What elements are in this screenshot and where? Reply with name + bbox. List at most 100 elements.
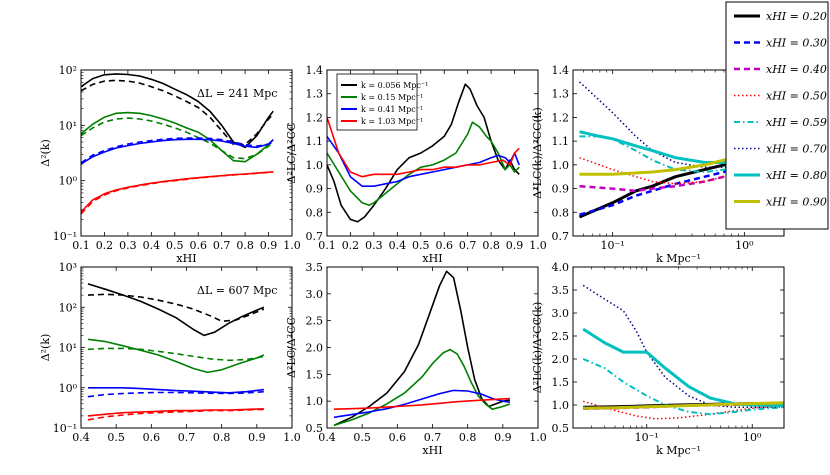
y-tick-label: 10²: [59, 301, 77, 314]
y-tick-label: 0.8: [306, 206, 324, 219]
x-tick-label: 10⁰: [743, 431, 762, 444]
y-tick-label: 1.0: [552, 159, 570, 172]
legend-label: k = 0.056 Mpc⁻¹: [361, 81, 428, 90]
x-axis-label: k Mpc⁻¹: [656, 444, 701, 457]
panel-p6: 10⁻¹ 10⁰ 0.5 1.0 1.5 2.0 2.5 3.0 3.5 4.0 k Mpc⁻¹ Δ²…: [531, 261, 785, 457]
y-tick-label: 1.0: [552, 399, 570, 412]
y-tick-label: 1.4: [552, 64, 570, 77]
plot-frame: [80, 69, 293, 237]
series-line-3: [327, 117, 520, 178]
x-tick-label: 1.0: [529, 239, 547, 252]
series-line-5: [81, 137, 274, 164]
x-tick-label: 10⁻¹: [601, 239, 625, 252]
y-tick-label: 3.5: [306, 261, 324, 274]
x-tick-label: 0.8: [213, 431, 231, 444]
series-line-0: [327, 83, 520, 223]
x-tick-label: 0.9: [248, 431, 266, 444]
panel-p1: 0.1 0.2 0.3 0.4 0.5 0.6 0.7 0.8 0.9 1.0 10⁻¹ 10⁰ 10¹…: [39, 64, 301, 265]
x-tick-label: 0.5: [353, 431, 371, 444]
y-tick-label: 1.1: [552, 135, 570, 148]
series-line-3: [333, 397, 510, 410]
y-axis-label: Δ²LC/Δ²CC: [285, 123, 298, 184]
y-axis-label: Δ²(k): [39, 334, 52, 362]
series-line-1: [327, 121, 520, 206]
y-tick-label: 0.5: [552, 422, 570, 435]
y-axis-label: Δ²LC(k)/Δ²CC(k): [531, 107, 544, 198]
y-tick-label: 1.5: [552, 376, 570, 389]
legend-label: k = 1.03 Mpc⁻¹: [361, 117, 423, 126]
x-tick-label: 0.9: [506, 239, 524, 252]
y-tick-label: 10¹: [59, 342, 77, 355]
x-tick-label: 0.3: [365, 239, 383, 252]
y-tick-label: 3.5: [552, 284, 570, 297]
y-tick-label: 0.9: [552, 183, 570, 196]
y-tick-label: 1.2: [552, 111, 570, 124]
y-tick-label: 1.0: [306, 159, 324, 172]
x-tick-label: 10⁰: [735, 239, 754, 252]
figure-legend-label: xHI = 0.59: [766, 116, 827, 129]
y-axis-label: Δ²LC(k)/Δ²CC(k): [531, 302, 544, 393]
x-tick-label: 10⁻¹: [635, 431, 659, 444]
y-tick-label: 2.0: [552, 353, 570, 366]
series-line-2: [87, 338, 265, 374]
x-tick-label: 0.4: [143, 239, 161, 252]
y-tick-label: 3.0: [306, 288, 324, 301]
y-tick-label: 1.3: [306, 88, 324, 101]
y-tick-label: 0.7: [306, 230, 324, 243]
x-tick-label: 0.6: [435, 239, 453, 252]
x-axis-label: xHI: [176, 252, 196, 265]
x-axis-label: k Mpc⁻¹: [656, 252, 701, 265]
series-line-6: [87, 408, 264, 417]
x-tick-label: 0.7: [424, 431, 442, 444]
series-line-3: [582, 400, 784, 420]
x-tick-label: 0.8: [236, 239, 254, 252]
annotation: ΔL = 241 Mpc: [197, 87, 277, 100]
x-tick-label: 0.9: [260, 239, 278, 252]
x-tick-label: 0.4: [389, 239, 407, 252]
series-line-2: [333, 389, 511, 419]
x-tick-label: 0.1: [318, 239, 336, 252]
y-tick-label: 0.9: [306, 183, 324, 196]
y-tick-label: 0.7: [552, 230, 570, 243]
plot-frame: [572, 266, 785, 429]
y-tick-label: 1.2: [306, 111, 324, 124]
plot-frame: [80, 266, 293, 429]
y-tick-label: 0.5: [306, 422, 324, 435]
x-tick-label: 0.8: [459, 431, 477, 444]
x-axis-label: xHI: [422, 444, 442, 457]
y-tick-label: 2.0: [306, 342, 324, 355]
x-tick-label: 0.6: [143, 431, 161, 444]
y-tick-label: 10²: [59, 64, 77, 77]
series-line-1: [81, 79, 274, 146]
figure-legend-label: xHI = 0.30: [766, 37, 827, 50]
series-line-0: [333, 270, 511, 427]
y-tick-label: 10⁻¹: [53, 422, 77, 435]
x-tick-label: 0.7: [213, 239, 231, 252]
figure-legend-label: xHI = 0.50: [766, 90, 827, 103]
series-line-5: [582, 284, 784, 409]
y-tick-label: 10⁰: [59, 382, 78, 395]
x-tick-label: 1.0: [283, 239, 301, 252]
x-tick-label: 0.4: [72, 431, 90, 444]
series-line-0: [81, 73, 274, 149]
x-tick-label: 0.2: [342, 239, 360, 252]
series-line-7: [81, 171, 274, 215]
y-tick-label: 1.4: [306, 64, 324, 77]
figure-legend-label: xHI = 0.80: [766, 169, 827, 182]
x-axis-label: xHI: [422, 252, 442, 265]
series-line-6: [582, 327, 784, 407]
y-axis-label: Δ²LC/Δ²CC: [285, 317, 298, 378]
x-tick-label: 0.4: [318, 431, 336, 444]
panel-p5: 0.4 0.5 0.6 0.7 0.8 0.9 1.00.51.01.52.02.53.03…: [285, 261, 547, 457]
series-line-6: [81, 170, 274, 213]
series-line-3: [87, 347, 265, 362]
y-tick-label: 2.5: [306, 315, 324, 328]
x-tick-label: 0.3: [119, 239, 137, 252]
x-tick-label: 0.7: [459, 239, 477, 252]
annotation: ΔL = 607 Mpc: [197, 284, 277, 297]
figure-legend-label: xHI = 0.20: [766, 10, 827, 23]
y-tick-label: 2.5: [552, 330, 570, 343]
y-tick-label: 4.0: [552, 261, 570, 274]
x-tick-label: 0.5: [107, 431, 125, 444]
